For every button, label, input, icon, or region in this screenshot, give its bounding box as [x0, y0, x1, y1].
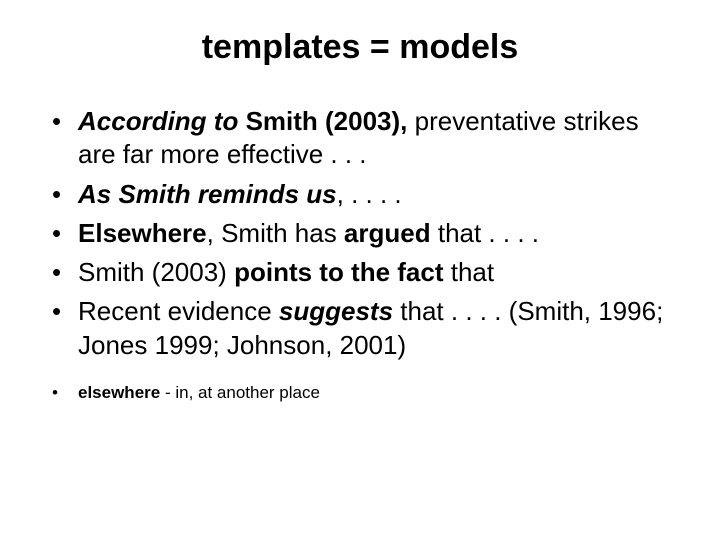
text-run: argued: [344, 218, 438, 248]
text-run: elsewhere: [78, 383, 165, 402]
text-run: - in, at another place: [165, 383, 320, 402]
slide-title: templates = models: [48, 28, 672, 67]
slide: templates = models According to Smith (2…: [0, 0, 720, 540]
bullet-item: As Smith reminds us, . . . .: [48, 178, 672, 211]
text-run: As Smith reminds us: [78, 179, 337, 209]
text-run: Elsewhere: [78, 218, 207, 248]
footnote-item: elsewhere - in, at another place: [48, 382, 672, 404]
bullet-item: Elsewhere, Smith has argued that . . . .: [48, 217, 672, 250]
text-run: that: [451, 257, 494, 287]
text-run: Smith (2003),: [246, 106, 415, 136]
bullet-item: Recent evidence suggests that . . . . (S…: [48, 295, 672, 362]
footnote-list: elsewhere - in, at another place: [48, 382, 672, 404]
text-run: points to the fact: [234, 257, 451, 287]
text-run: According to: [78, 106, 246, 136]
text-run: , Smith has: [207, 218, 344, 248]
bullet-item: Smith (2003) points to the fact that: [48, 256, 672, 289]
text-run: Smith (2003): [78, 257, 234, 287]
bullet-item: According to Smith (2003), preventative …: [48, 105, 672, 172]
text-run: Recent evidence: [78, 296, 279, 326]
bullet-list: According to Smith (2003), preventative …: [48, 105, 672, 362]
text-run: that . . . .: [438, 218, 539, 248]
text-run: suggests: [279, 296, 400, 326]
text-run: , . . . .: [337, 179, 402, 209]
